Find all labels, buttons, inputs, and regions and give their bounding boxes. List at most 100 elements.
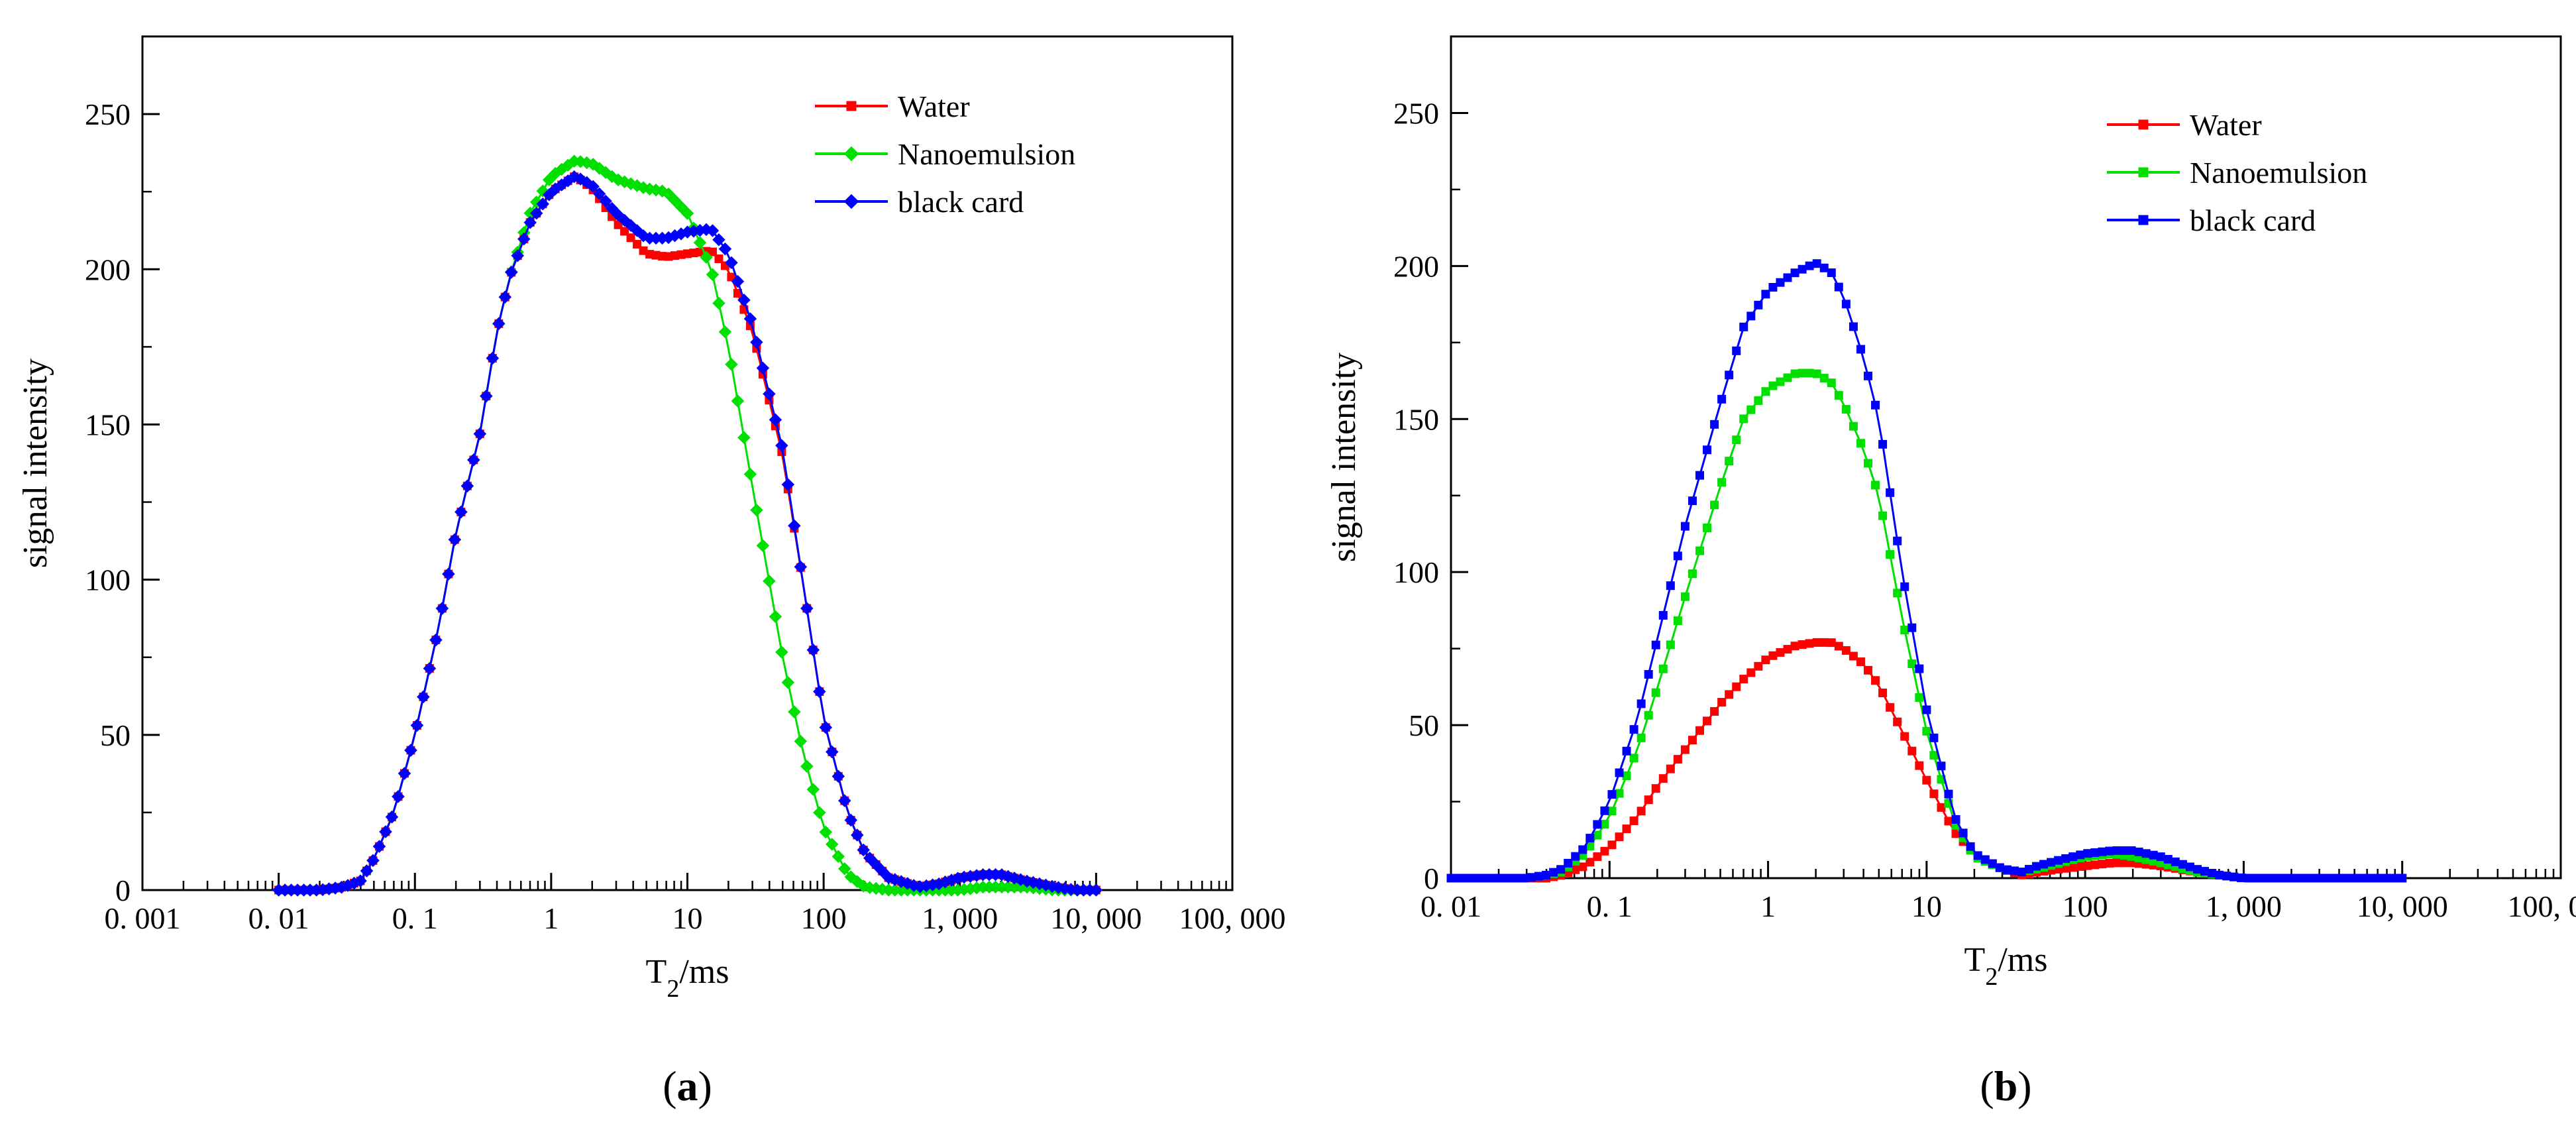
data-point: [2251, 874, 2261, 883]
data-point: [2002, 865, 2012, 874]
data-point: [1666, 640, 1675, 649]
data-point: [442, 567, 455, 581]
data-point: [1944, 789, 1953, 799]
data-point: [1886, 550, 1895, 559]
data-point: [417, 690, 430, 704]
data-point: [806, 643, 820, 657]
data-point: [1915, 761, 1924, 770]
data-point: [1578, 845, 1587, 854]
data-point: [1725, 370, 1734, 380]
data-point: [1929, 733, 1939, 742]
data-point: [2112, 846, 2121, 855]
legend-marker: [843, 194, 859, 209]
data-point: [1585, 834, 1595, 843]
data-point: [718, 242, 732, 256]
x-tick-label: 0. 01: [248, 901, 309, 935]
data-point: [1680, 522, 1690, 531]
data-point: [1651, 640, 1660, 649]
data-point: [1886, 488, 1895, 497]
data-point: [2302, 874, 2312, 883]
data-point: [781, 478, 795, 491]
data-point: [1856, 345, 1865, 354]
data-point: [1907, 659, 1917, 669]
data-point: [750, 503, 763, 517]
data-point: [1746, 668, 1756, 677]
data-point: [725, 358, 738, 371]
panel-letter: a: [677, 1062, 698, 1109]
data-point: [838, 794, 851, 807]
series-nanoemulsion: [1446, 368, 2407, 883]
data-point: [706, 224, 720, 237]
x-axis-label-subscript: 2: [1985, 963, 1998, 991]
data-point: [523, 215, 537, 229]
data-point: [2098, 847, 2107, 856]
data-point: [712, 233, 725, 247]
data-point: [1783, 645, 1792, 654]
data-point: [718, 325, 732, 339]
x-tick-label: 1: [543, 901, 559, 935]
data-point: [700, 251, 713, 264]
data-point: [2361, 874, 2370, 883]
data-point: [1512, 874, 1521, 883]
data-point: [2332, 874, 2341, 883]
data-point: [492, 317, 506, 331]
y-tick-label: 100: [1393, 555, 1439, 589]
data-point: [1973, 851, 1982, 860]
data-point: [800, 602, 814, 615]
data-point: [2112, 858, 2121, 868]
data-point: [1600, 806, 1609, 815]
data-point: [2346, 874, 2355, 883]
data-point: [1732, 346, 1741, 355]
data-point: [2127, 846, 2136, 855]
data-point: [1966, 842, 1975, 851]
data-point: [1827, 638, 1836, 648]
data-point: [1768, 381, 1778, 390]
data-point: [1505, 874, 1514, 883]
data-point: [2054, 856, 2063, 865]
data-point: [2317, 874, 2326, 883]
legend-entry: Nanoemulsion: [2190, 156, 2367, 190]
data-point: [1995, 863, 2004, 872]
data-point: [800, 760, 814, 773]
data-point: [1717, 698, 1727, 707]
x-tick-label: 0. 001: [105, 901, 181, 935]
data-point: [1564, 858, 1573, 868]
y-tick-label: 100: [85, 563, 131, 597]
data-point: [1710, 420, 1719, 429]
data-point: [1849, 422, 1858, 431]
data-point: [1710, 706, 1719, 716]
data-point: [1666, 764, 1675, 773]
series-black-card: [272, 170, 1103, 897]
data-point: [1878, 439, 1888, 449]
data-point: [1915, 664, 1924, 673]
series-nanoemulsion: [272, 154, 1103, 897]
data-point: [1615, 832, 1624, 842]
data-point: [2068, 852, 2078, 862]
data-point: [813, 806, 826, 819]
data-point: [398, 767, 411, 780]
data-point: [536, 197, 549, 211]
data-point: [2383, 874, 2392, 883]
data-point: [2398, 874, 2407, 883]
data-point: [769, 610, 782, 624]
data-point: [1607, 840, 1617, 850]
data-point: [2222, 872, 2231, 881]
data-point: [2295, 874, 2304, 883]
x-tick-label: 1, 000: [922, 901, 998, 935]
data-point: [1951, 829, 1960, 838]
y-axis-label: signal intensity: [17, 359, 54, 568]
data-point: [1761, 387, 1770, 396]
data-point: [712, 296, 725, 310]
data-point: [1776, 648, 1785, 657]
data-point: [1549, 868, 1558, 877]
data-point: [1937, 761, 1946, 771]
series-black-card: [1446, 259, 2407, 883]
data-point: [1585, 842, 1595, 851]
x-tick-label: 10, 000: [2357, 889, 2448, 923]
data-point: [1483, 874, 1492, 883]
data-point: [392, 790, 405, 803]
data-point: [1841, 405, 1851, 414]
y-tick-label: 0: [115, 874, 131, 907]
data-point: [423, 661, 437, 675]
